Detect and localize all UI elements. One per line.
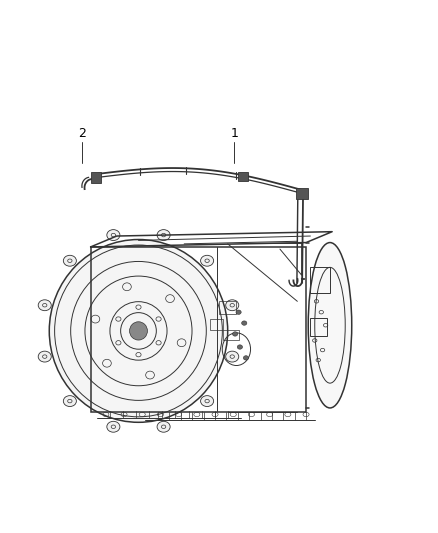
Bar [210,319,223,329]
Ellipse shape [64,395,76,407]
Ellipse shape [201,255,214,266]
Ellipse shape [233,332,238,336]
Bar [219,301,237,314]
Ellipse shape [244,356,249,360]
Bar [311,318,327,336]
Ellipse shape [242,321,247,325]
Ellipse shape [308,243,352,408]
Ellipse shape [38,351,51,362]
Bar [223,329,239,341]
Ellipse shape [157,421,170,432]
Ellipse shape [64,255,76,266]
Bar [311,266,330,293]
Bar [92,172,101,183]
Ellipse shape [226,300,239,311]
Ellipse shape [107,421,120,432]
Ellipse shape [38,300,51,311]
Text: 1: 1 [230,127,238,140]
Ellipse shape [201,395,214,407]
Text: 2: 2 [78,127,86,140]
Ellipse shape [226,351,239,362]
Ellipse shape [236,310,241,314]
Ellipse shape [130,322,148,340]
Bar [238,172,248,181]
Ellipse shape [49,239,228,422]
Bar [296,188,308,199]
Ellipse shape [237,345,243,349]
Ellipse shape [107,230,120,240]
Ellipse shape [157,230,170,240]
